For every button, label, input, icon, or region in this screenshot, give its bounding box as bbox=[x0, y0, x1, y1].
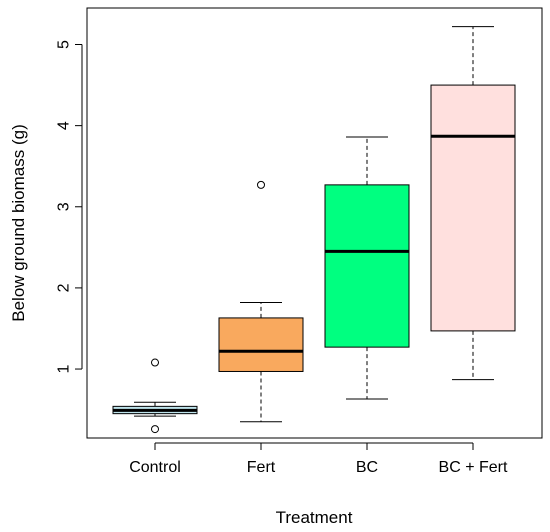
box-iqr bbox=[218, 317, 304, 372]
outlier-point bbox=[151, 425, 159, 434]
x-tick-label: Fert bbox=[247, 459, 276, 476]
box-bc bbox=[324, 136, 410, 400]
x-tick-label: BC + Fert bbox=[439, 459, 508, 476]
box-bc-fert bbox=[430, 26, 516, 381]
box-fert bbox=[218, 180, 304, 423]
outlier-point bbox=[257, 180, 265, 189]
y-tick-label: 4 bbox=[56, 121, 73, 130]
boxes bbox=[112, 26, 516, 434]
box-control bbox=[112, 358, 198, 434]
plot-frame bbox=[86, 7, 543, 439]
x-tick-label: Control bbox=[129, 459, 181, 476]
y-tick-label: 3 bbox=[56, 202, 73, 211]
y-axis-title: Below ground biomass (g) bbox=[9, 124, 28, 321]
box-iqr bbox=[324, 184, 410, 348]
y-tick-label: 5 bbox=[56, 40, 73, 49]
x-axis-title: Treatment bbox=[276, 508, 353, 527]
y-tick-label: 2 bbox=[56, 283, 73, 292]
outlier-point bbox=[151, 358, 159, 367]
box-iqr bbox=[430, 84, 516, 332]
y-axis: 1 2 3 4 5 bbox=[56, 40, 83, 373]
x-axis: Control Fert BC BC + Fert bbox=[129, 442, 508, 476]
y-tick-label: 1 bbox=[56, 364, 73, 373]
x-tick-label: BC bbox=[356, 459, 378, 476]
